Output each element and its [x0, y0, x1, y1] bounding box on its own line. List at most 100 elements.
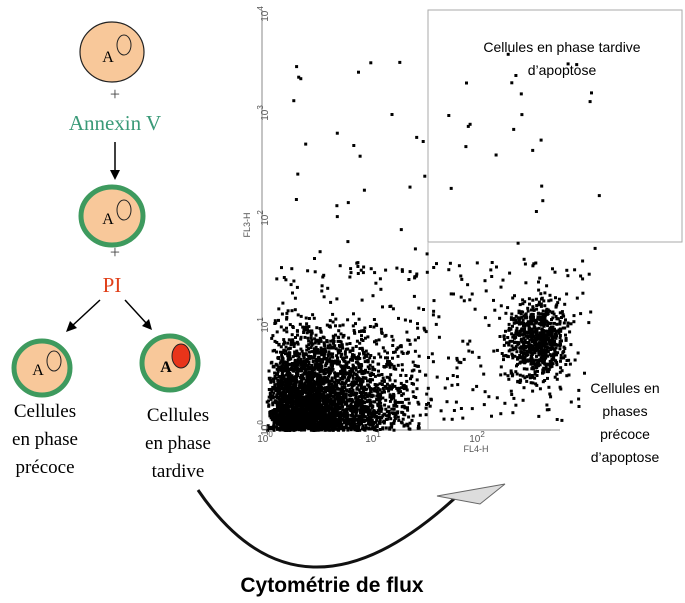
- event-dot: [294, 402, 298, 406]
- event-dot: [306, 383, 310, 387]
- event-dot: [354, 377, 358, 381]
- event-dot: [361, 348, 365, 352]
- event-dot: [319, 362, 323, 366]
- event-dot: [399, 390, 402, 394]
- event-dot: [470, 350, 474, 354]
- event-dot: [295, 417, 299, 421]
- event-dot: [298, 380, 302, 384]
- event-dot: [270, 390, 274, 394]
- event-dot: [291, 422, 295, 425]
- event-dot: [367, 419, 371, 423]
- event-dot: [541, 344, 545, 348]
- event-dot: [304, 352, 308, 356]
- event-dot: [333, 400, 336, 403]
- event-dot: [540, 339, 544, 343]
- event-dot: [268, 412, 272, 416]
- event-dot: [513, 340, 516, 344]
- event-dot: [379, 327, 383, 331]
- event-dot: [267, 403, 271, 407]
- event-dot: [381, 376, 385, 380]
- event-dot: [516, 356, 520, 360]
- event-dot: [277, 395, 281, 399]
- event-dot: [384, 398, 388, 402]
- event-dot: [385, 410, 389, 414]
- event-dot: [331, 401, 335, 405]
- event-dot: [311, 359, 315, 363]
- event-dot: [302, 356, 306, 360]
- event-dot: [346, 383, 350, 387]
- event-dot: [330, 411, 334, 415]
- event-dot: [269, 387, 273, 391]
- event-dot: [431, 313, 435, 317]
- event-dot: [445, 400, 449, 404]
- event-dot: [379, 355, 383, 359]
- event-dot: [360, 413, 364, 417]
- event-dot: [286, 341, 290, 345]
- event-dot: [282, 413, 286, 417]
- event-dot: [531, 367, 535, 371]
- event-dot: [551, 338, 554, 342]
- event-dot: [492, 349, 496, 353]
- event-dot: [337, 407, 341, 411]
- event-dot: [319, 428, 323, 432]
- event-dot: [393, 399, 397, 403]
- event-dot: [288, 323, 292, 327]
- event-dot: [366, 365, 370, 369]
- event-dot: [525, 367, 529, 371]
- event-dot: [518, 322, 522, 326]
- event-dot: [270, 360, 274, 364]
- event-dot: [324, 414, 328, 418]
- event-dot: [526, 309, 530, 313]
- label-line: en phase: [145, 433, 211, 454]
- event-dot: [339, 389, 343, 393]
- event-dot: [336, 423, 340, 427]
- event-dot: [377, 398, 381, 402]
- event-dot: [417, 422, 421, 426]
- event-dot: [343, 352, 347, 356]
- event-dot: [276, 370, 280, 374]
- event-dot: [371, 360, 375, 364]
- event-dot: [504, 311, 508, 315]
- event-dot: [356, 427, 360, 431]
- event-dot: [531, 318, 535, 322]
- event-dot: [319, 339, 323, 343]
- event-dot: [320, 364, 324, 368]
- event-dot: [361, 410, 365, 414]
- event-dot: [507, 326, 511, 330]
- event-dot: [296, 333, 299, 337]
- event-dot: [558, 311, 562, 315]
- event-dot: [523, 361, 527, 365]
- arrow-head: [66, 321, 77, 332]
- event-dot: [266, 428, 270, 432]
- event-dot: [321, 335, 325, 339]
- event-dot: [388, 378, 392, 382]
- event-dot: [322, 355, 326, 359]
- event-dot: [386, 351, 389, 355]
- event-dot: [403, 318, 407, 322]
- event-dot: [274, 417, 278, 421]
- event-dot: [449, 186, 453, 190]
- event-dot: [519, 350, 523, 354]
- event-dot: [559, 329, 563, 333]
- event-dot: [335, 354, 339, 358]
- event-dot: [316, 363, 320, 367]
- event-dot: [443, 386, 447, 390]
- event-dot: [416, 326, 420, 330]
- event-dot: [524, 323, 528, 327]
- event-dot: [538, 331, 542, 335]
- event-dot: [502, 358, 505, 362]
- event-dot: [319, 329, 323, 333]
- event-dot: [327, 400, 331, 404]
- event-dot: [366, 379, 369, 383]
- event-dot: [558, 370, 562, 374]
- event-dot: [542, 299, 546, 303]
- event-dot: [576, 351, 580, 355]
- event-dot: [558, 336, 562, 340]
- event-dot: [339, 364, 343, 368]
- event-dot: [282, 276, 286, 279]
- event-dot: [320, 289, 324, 293]
- event-dot: [274, 389, 278, 393]
- event-dot: [289, 397, 292, 401]
- event-dot: [273, 383, 277, 387]
- event-dot: [266, 425, 270, 429]
